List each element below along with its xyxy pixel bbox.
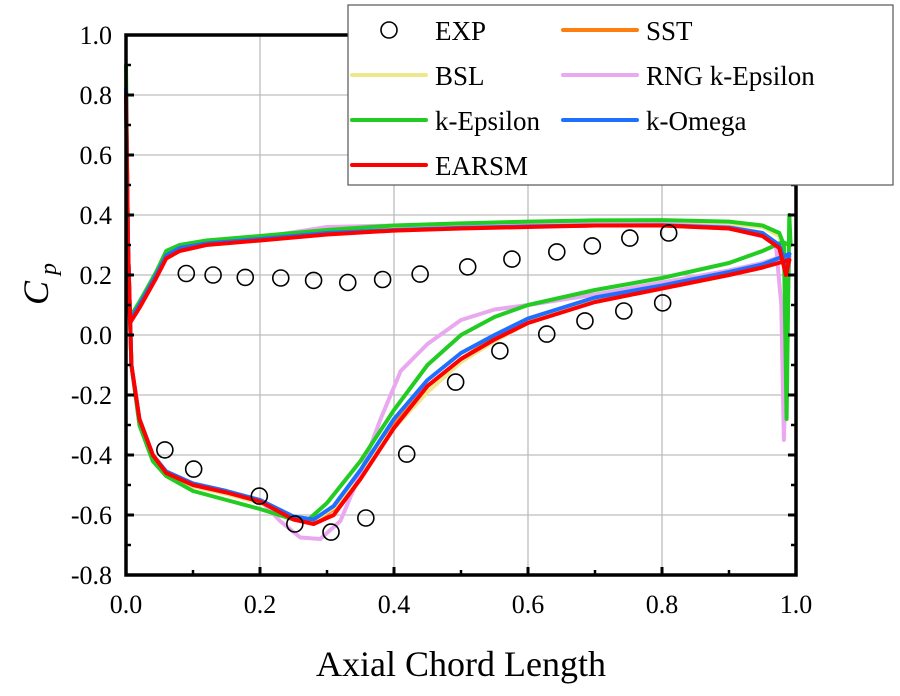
y-tick-label: 0.2 <box>80 261 113 290</box>
series-k-epsilon-pressure <box>126 240 792 523</box>
legend-label-rng-k-epsilon: RNG k-Epsilon <box>646 61 815 91</box>
exp-point <box>621 229 639 247</box>
y-tick-label: -0.6 <box>71 501 112 530</box>
exp-point <box>446 373 465 391</box>
series-earsm-pressure <box>126 243 792 526</box>
y-tick-label: -0.8 <box>71 561 112 590</box>
y-tick-label: 0.8 <box>80 81 113 110</box>
axis-ticks <box>124 33 798 577</box>
legend-label-sst: SST <box>646 16 693 46</box>
x-tick-label: 1.0 <box>780 590 813 619</box>
y-tick-label: -0.2 <box>71 381 112 410</box>
y-axis-title: C p <box>16 263 62 305</box>
exp-point <box>250 487 269 505</box>
exp-point <box>177 264 196 283</box>
legend-label-k-omega: k-Omega <box>646 106 746 136</box>
y-tick-label: 0.6 <box>80 141 113 170</box>
legend-label-exp: EXP <box>435 16 486 46</box>
exp-point <box>357 509 375 527</box>
series-k-omega-pressure <box>126 243 792 522</box>
exp-point <box>286 515 304 533</box>
exp-point <box>576 312 594 330</box>
exp-point <box>236 268 255 287</box>
exp-point <box>271 269 290 287</box>
exp-point <box>583 237 602 255</box>
exp-point <box>503 250 521 268</box>
exp-point <box>491 342 509 360</box>
exp-point <box>156 441 174 459</box>
tick-labels: 0.0 0.2 0.4 0.6 0.8 1.0 1.0 0.8 0.6 0.4 0.2 0.0 -0.2… <box>71 21 812 619</box>
x-tick-label: 0.0 <box>110 590 143 619</box>
y-axis-title-main: C <box>16 280 56 305</box>
exp-point <box>304 271 323 290</box>
y-tick-label: 1.0 <box>80 21 113 50</box>
x-tick-label: 0.2 <box>244 590 277 619</box>
y-tick-label: 0.4 <box>80 201 113 230</box>
exp-point <box>184 460 203 478</box>
exp-point <box>458 258 477 276</box>
x-tick-label: 0.4 <box>378 590 411 619</box>
series-bsl-pressure <box>126 243 792 523</box>
exp-point <box>373 270 392 289</box>
x-tick-label: 0.6 <box>512 590 545 619</box>
exp-markers <box>156 224 678 541</box>
exp-point <box>548 243 566 261</box>
legend-box <box>347 4 894 186</box>
x-axis-title: Axial Chord Length <box>316 644 606 684</box>
legend-exp-marker <box>380 21 398 39</box>
legend-label-k-epsilon: k-Epsilon <box>435 106 540 136</box>
y-axis-title-subscript: p <box>36 263 62 277</box>
exp-point <box>338 273 357 292</box>
legend-label-bsl: BSL <box>435 61 485 91</box>
legend: EXP SST BSL RNG k-Epsilon k-Epsilon k-Omega EA… <box>347 4 894 186</box>
y-tick-label: -0.4 <box>71 441 112 470</box>
x-tick-label: 0.8 <box>646 590 679 619</box>
exp-point <box>653 294 672 312</box>
exp-point <box>204 266 222 284</box>
exp-point <box>411 265 429 283</box>
y-tick-label: 0.0 <box>80 321 113 350</box>
series-earsm-suction <box>124 93 792 325</box>
series-sst-pressure <box>126 243 792 525</box>
legend-label-earsm: EARSM <box>435 151 528 181</box>
exp-point <box>659 224 678 242</box>
series-layer <box>124 63 793 541</box>
exp-point <box>397 445 416 463</box>
exp-point <box>615 302 633 320</box>
exp-point <box>322 523 340 541</box>
exp-point <box>537 325 556 343</box>
